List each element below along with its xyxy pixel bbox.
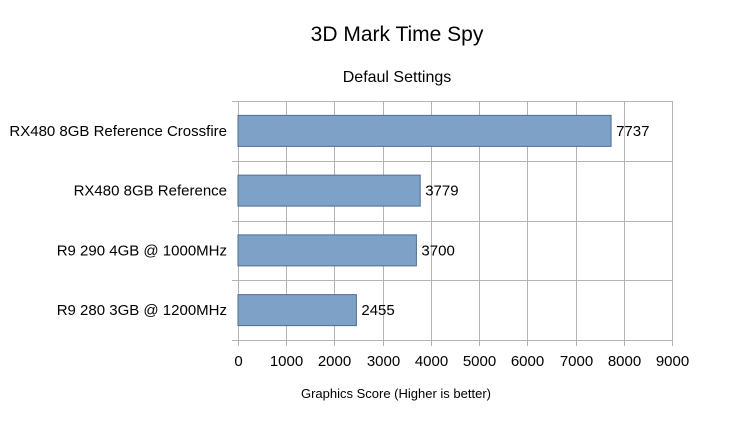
bar [237, 174, 421, 207]
x-tick-label: 0 [234, 353, 242, 370]
value-label: 3779 [425, 183, 458, 200]
category-label: R9 290 4GB @ 1000MHz [57, 242, 227, 259]
x-tick-label: 7000 [560, 353, 593, 370]
x-tick-label: 6000 [511, 353, 544, 370]
x-tick-label: 3000 [367, 353, 400, 370]
bar [237, 234, 417, 267]
bar [237, 294, 357, 327]
chart-subtitle: Defaul Settings [343, 69, 452, 86]
x-tick-label: 8000 [608, 353, 641, 370]
x-axis-title: Graphics Score (Higher is better) [301, 386, 491, 401]
x-tick-label: 4000 [415, 353, 448, 370]
bar [237, 114, 612, 147]
x-tick-label: 2000 [318, 353, 351, 370]
x-tick-label: 9000 [656, 353, 689, 370]
chart-title: 3D Mark Time Spy [311, 23, 484, 46]
bars [237, 114, 612, 327]
category-label: RX480 8GB Reference Crossfire [9, 123, 227, 140]
value-label: 7737 [616, 123, 649, 140]
value-label: 2455 [361, 302, 394, 319]
labels: 0 1000 2000 3000 4000 5000 6000 7000 8000 9000 RX4… [9, 123, 689, 370]
x-tick-label: 5000 [463, 353, 496, 370]
x-tick-label: 1000 [270, 353, 303, 370]
value-label: 3700 [421, 242, 454, 259]
category-label: RX480 8GB Reference [74, 183, 227, 200]
category-label: R9 280 3GB @ 1200MHz [57, 302, 227, 319]
